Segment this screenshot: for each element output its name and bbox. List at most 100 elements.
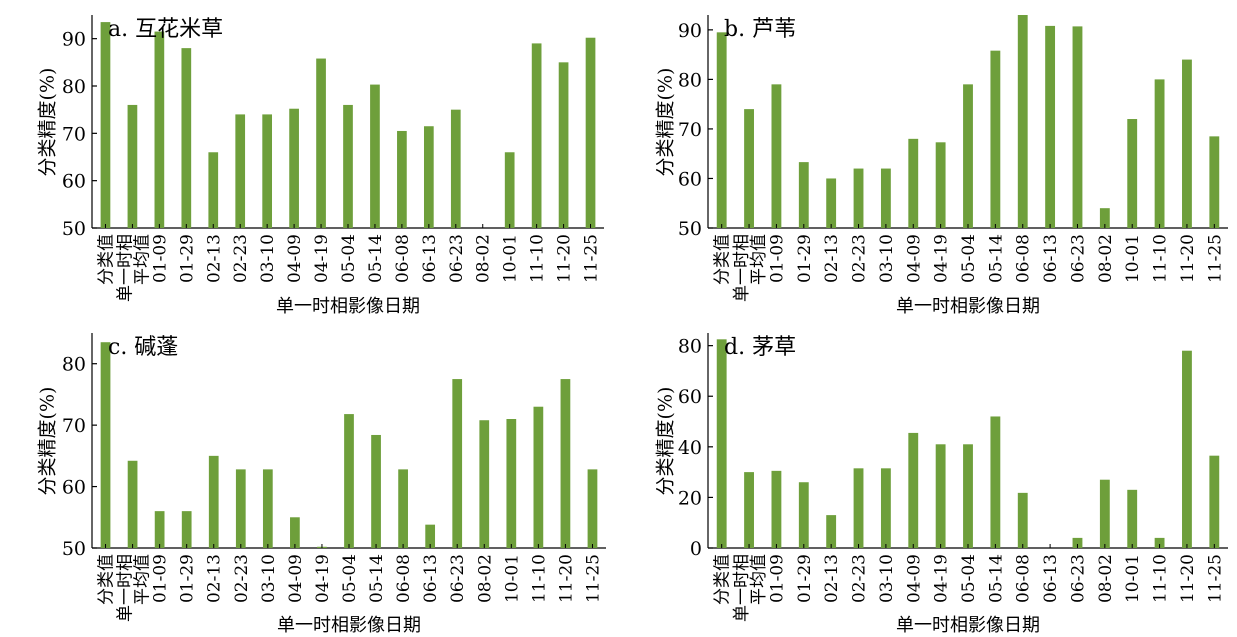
chart-a-y-tick-label: 80	[62, 76, 86, 98]
chart-c-bar	[533, 406, 544, 548]
chart-d-bar	[1154, 537, 1165, 548]
chart-d-x-tick-label: 01-09	[767, 554, 787, 603]
chart-d-y-tick-label: 20	[678, 487, 702, 509]
chart-c-x-tick-label: 11-25	[583, 554, 603, 603]
chart-c-bar	[235, 469, 246, 548]
svg-text:单一时相: 单一时相	[115, 234, 135, 302]
chart-a-y-tick-label: 60	[62, 171, 86, 193]
chart-b-x-tick-label: 02-13	[822, 234, 842, 283]
chart-a-x-tick-label: 08-02	[474, 234, 494, 283]
chart-d-x-tick-label: 05-14	[986, 554, 1006, 603]
chart-b-bar	[1182, 59, 1192, 229]
chart-b-bar	[853, 168, 864, 228]
chart-b-x-tick-label: 06-23	[1068, 234, 1088, 283]
chart-a-bar	[235, 114, 246, 228]
chart-c-bar	[479, 420, 490, 548]
chart-d-ylabel: 分类精度(%)	[654, 386, 677, 495]
chart-a-x-tick-label: 11-10	[528, 234, 548, 283]
chart-d-xlabel: 单一时相影像日期	[896, 615, 1040, 636]
chart-b-x-tick-label: 11-10	[1151, 234, 1171, 283]
chart-c-x-tick-label: 02-23	[232, 554, 252, 603]
chart-a-bar	[181, 48, 192, 229]
chart-a-bar	[262, 114, 273, 228]
chart-c-bar	[506, 419, 517, 548]
chart-c-bar	[290, 517, 300, 548]
chart-b-x-tick-label: 06-08	[1014, 234, 1034, 283]
chart-d-x-tick-label: 11-20	[1178, 554, 1198, 603]
chart-d-x-tick-label: 02-23	[850, 554, 870, 603]
chart-c-y-tick-label: 80	[62, 354, 86, 376]
chart-d-title: d. 茅草	[724, 335, 797, 360]
chart-d-x-tick-label: 04-19	[932, 554, 952, 603]
chart-a-bar	[504, 152, 515, 228]
chart-a-x-tick-label: 03-10	[258, 234, 278, 283]
chart-c-bar	[425, 524, 436, 548]
chart-c-bar	[452, 379, 463, 548]
chart-c-x-tick-label: 01-09	[151, 554, 171, 603]
chart-b-bar	[716, 32, 727, 229]
chart-b-ylabel: 分类精度(%)	[654, 67, 677, 176]
chart-a-x-tick-label: 05-04	[339, 234, 359, 283]
chart-d-y-tick-label: 40	[678, 437, 702, 459]
chart-a-x-tick-label: 10-01	[501, 234, 521, 283]
chart-c-x-tick-label: 05-04	[340, 554, 360, 603]
chart-c-bar	[208, 455, 219, 548]
chart-b-bar	[771, 84, 782, 228]
chart-panel-a: 50 60 70 80 90 分类值 单一时相 平均值 01-09 01-29 02-13 02-23…	[0, 0, 610, 318]
chart-d-bar	[1017, 492, 1028, 548]
chart-a-bar	[100, 22, 111, 228]
chart-b-y-tick-label: 60	[678, 168, 702, 190]
chart-c-x-tick-label: 01-29	[178, 554, 198, 603]
chart-a-bar	[397, 130, 407, 228]
chart-c-bar	[127, 460, 138, 548]
chart-a-bar	[450, 109, 461, 228]
chart-a-x-tick-label: 02-13	[204, 234, 224, 283]
chart-b-bar	[1127, 119, 1138, 228]
chart-c-x-tick-label: 11-10	[529, 554, 549, 603]
chart-d-bar	[963, 444, 973, 548]
chart-a-x-tick-label: 11-20	[555, 234, 575, 283]
chart-a-bar	[531, 43, 542, 229]
chart-a-bar	[558, 62, 569, 229]
chart-c-bar	[398, 469, 408, 548]
chart-a-bar	[154, 31, 165, 228]
chart-d-x-tick-label: 10-01	[1123, 554, 1143, 603]
chart-d-bar	[1127, 489, 1138, 548]
chart-b-y-tick-label: 50	[678, 218, 702, 240]
chart-a-x-tick-label: 02-23	[231, 234, 251, 283]
chart-d-x-tick-label: 06-23	[1068, 554, 1088, 603]
chart-c-x-tick-label: 分类值	[97, 554, 117, 605]
svg-text:平均值: 平均值	[132, 234, 152, 285]
chart-a-bar	[208, 152, 219, 228]
chart-b-y-tick-label: 70	[678, 119, 702, 141]
chart-a-title: a. 互花米草	[108, 17, 224, 42]
chart-d-x-tick-label: 06-13	[1041, 554, 1061, 603]
chart-d-y-tick-label: 60	[678, 386, 702, 408]
chart-b-bar	[908, 138, 919, 228]
svg-text:单一时相: 单一时相	[732, 554, 752, 622]
chart-d-bar	[826, 515, 837, 548]
chart-a-x-tick-label: 06-23	[447, 234, 467, 283]
chart-d-bar	[771, 470, 782, 548]
chart-d-bar	[744, 472, 754, 548]
chart-b-x-tick-label: 04-19	[932, 234, 952, 283]
chart-c-xlabel: 单一时相影像日期	[277, 615, 421, 636]
chart-panel-d: 0 20 40 60 80 分类值 单一时相 平均值 01-09 01-29 02-13 02-23 0…	[618, 318, 1237, 637]
chart-c-x-tick-label: 03-10	[259, 554, 279, 603]
chart-c-bar	[100, 342, 111, 548]
chart-d-bar	[1182, 350, 1192, 548]
chart-a-xlabel: 单一时相影像日期	[276, 296, 420, 317]
chart-d-bar	[716, 339, 727, 548]
chart-c-bar	[587, 469, 598, 548]
chart-a-bar	[370, 84, 380, 228]
chart-d-y-tick-label: 80	[678, 336, 702, 358]
svg-text:平均值: 平均值	[749, 554, 769, 605]
chart-d-bar	[1209, 455, 1220, 548]
chart-a-x-tick-label: 04-09	[285, 234, 305, 283]
